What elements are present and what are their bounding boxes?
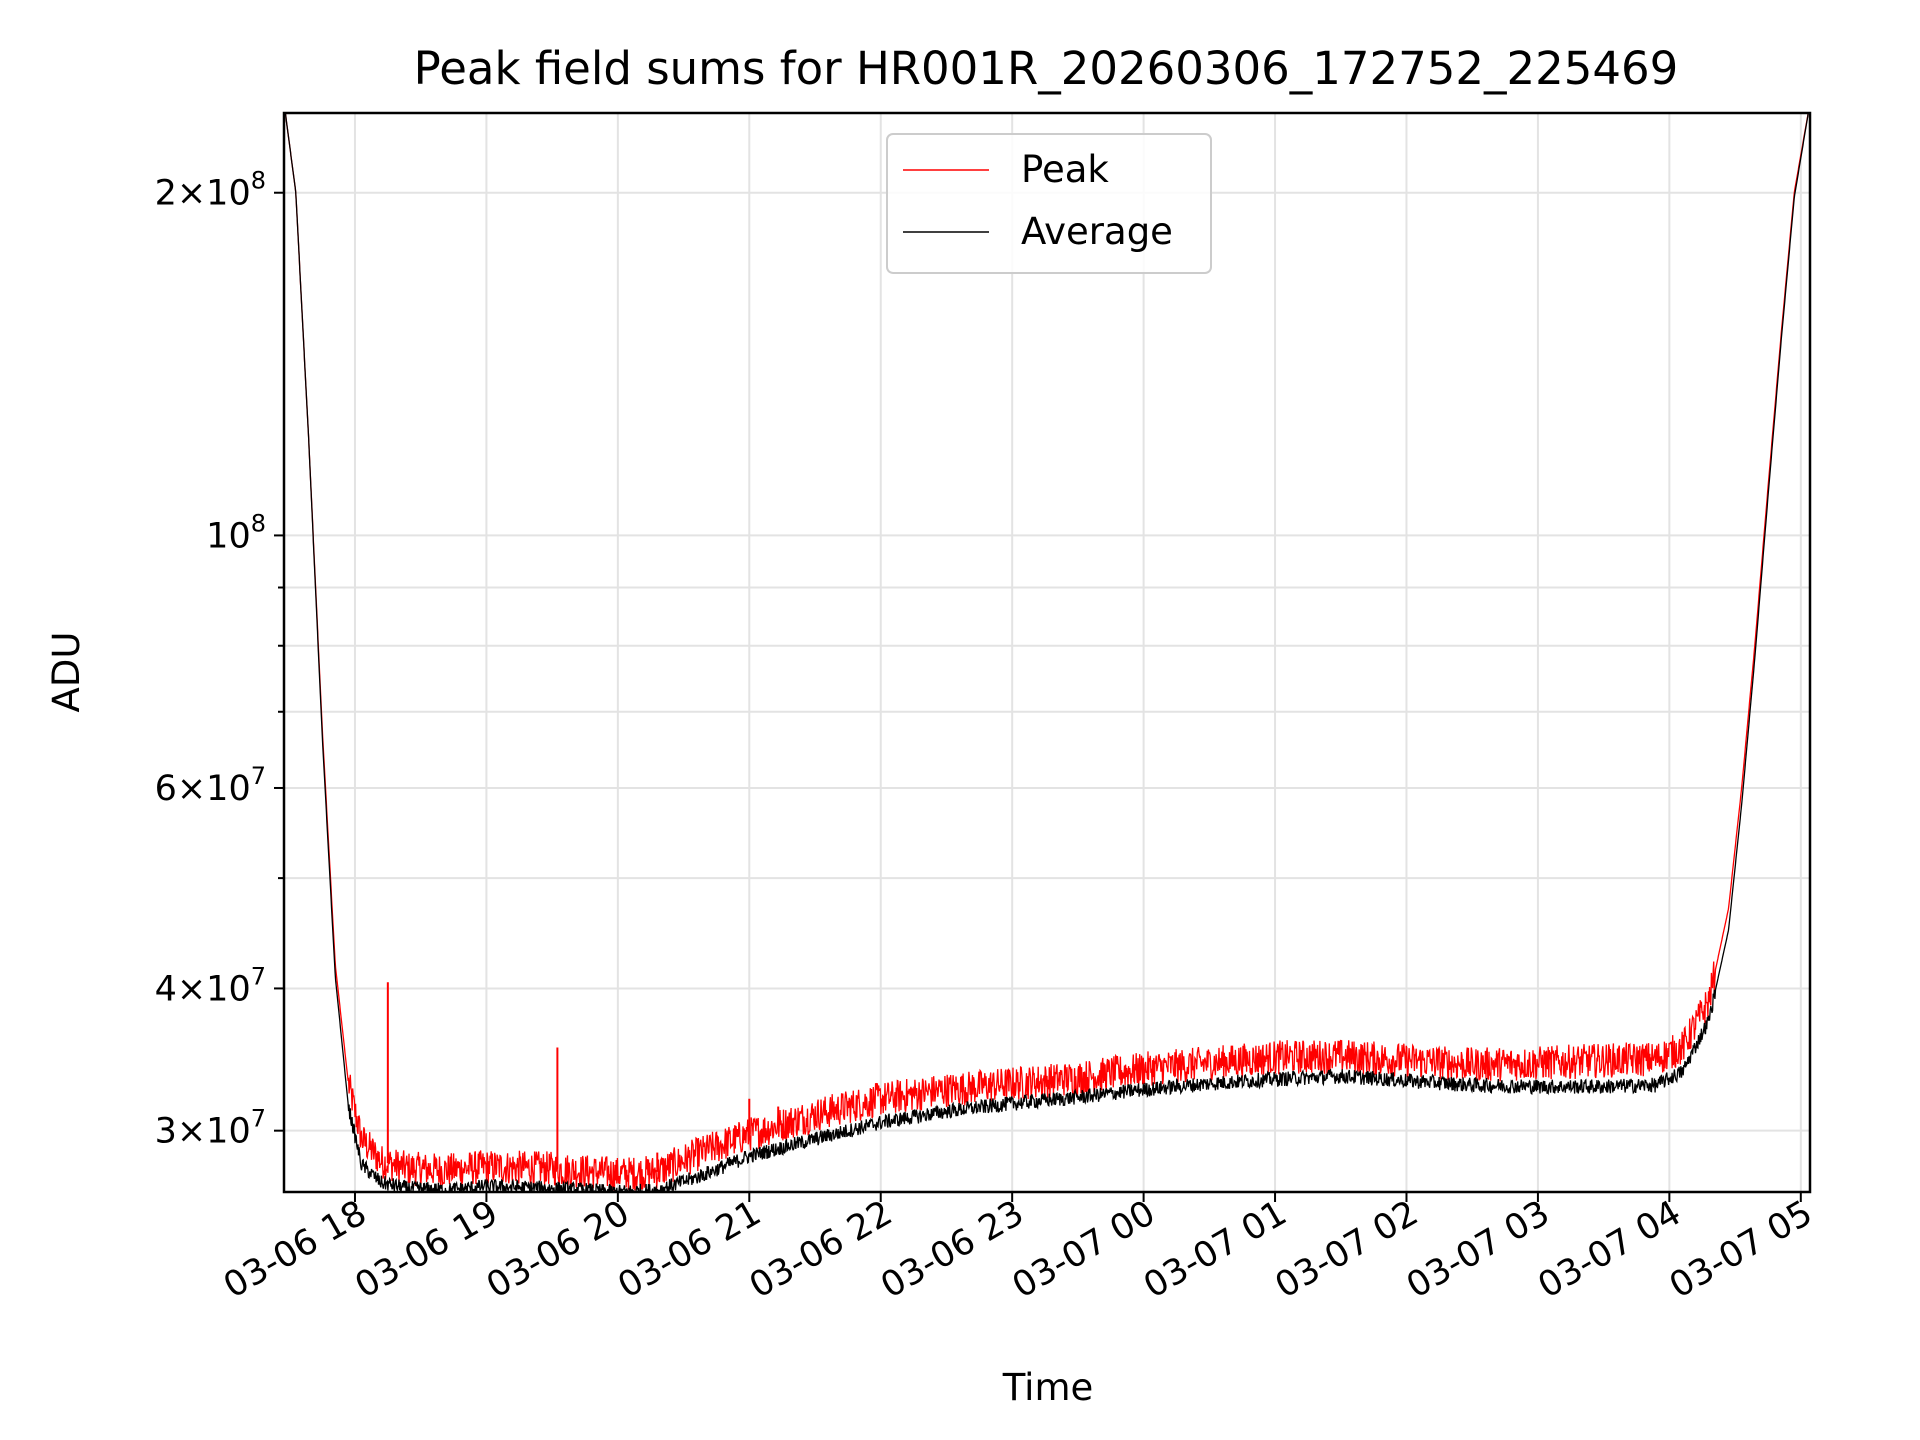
- y-tick-label-base: 6×10: [155, 769, 251, 809]
- y-tick-label: 6×107: [155, 762, 266, 809]
- y-tick-label: 2×108: [155, 167, 266, 214]
- y-tick-label-exponent: 8: [251, 509, 266, 537]
- x-axis-label: Time: [1002, 1366, 1094, 1409]
- y-tick-label: 4×107: [155, 962, 266, 1009]
- legend-average-label: Average: [1021, 210, 1173, 253]
- plot-frame: [282, 111, 1812, 1194]
- chart-title: Peak field sums for HR001R_20260306_1727…: [414, 42, 1679, 95]
- legend: Peak Average: [886, 133, 1212, 274]
- peak-series-line: [284, 113, 1809, 1191]
- y-tick-label-base: 4×10: [155, 969, 251, 1009]
- y-tick-label-base: 10: [206, 516, 251, 556]
- y-tick-label: 3×107: [155, 1105, 266, 1152]
- y-tick-label-exponent: 7: [251, 762, 266, 790]
- average-series-line: [284, 113, 1809, 1192]
- y-tick-label-exponent: 7: [251, 1105, 266, 1133]
- y-axis-label: ADU: [45, 632, 88, 713]
- y-tick-label-base: 2×10: [155, 174, 251, 214]
- y-tick-label-exponent: 7: [251, 962, 266, 990]
- y-tick-label: 108: [206, 509, 266, 556]
- series-layer: [284, 113, 1809, 1192]
- grid: [284, 113, 1810, 1192]
- legend-peak-label: Peak: [1021, 148, 1109, 191]
- legend-box: [886, 133, 1212, 274]
- y-tick-label-exponent: 8: [251, 167, 266, 195]
- y-tick-label-base: 3×10: [155, 1112, 251, 1152]
